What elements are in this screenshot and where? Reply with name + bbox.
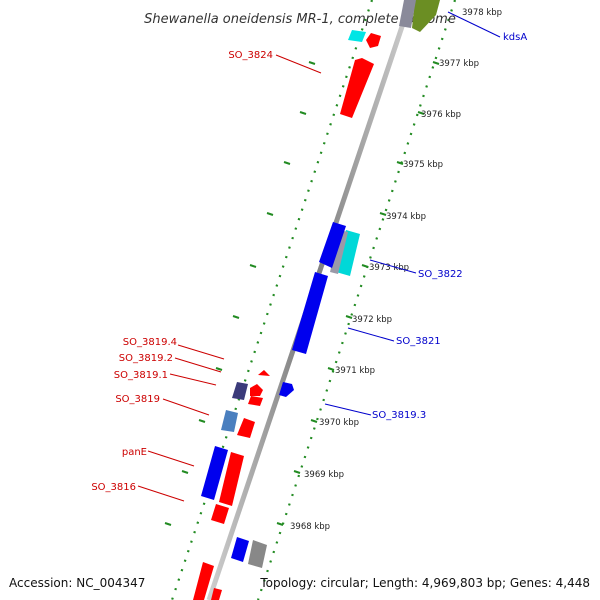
tick-label: 3973 kbp	[369, 263, 409, 273]
gene-so3819-2[interactable]	[250, 384, 263, 396]
tick-labels: 3978 kbp 3977 kbp 3976 kbp 3975 kbp 3974…	[290, 8, 502, 532]
tick-label: 3971 kbp	[335, 366, 375, 376]
gene-label-so3819-1[interactable]: SO_3819.1	[114, 370, 168, 381]
gene-label-so3822[interactable]: SO_3822	[418, 269, 463, 280]
gene-so3819-1[interactable]	[232, 382, 248, 400]
tick-label: 3974 kbp	[386, 212, 426, 222]
genome-title: Shewanella oneidensis MR-1, complete gen…	[144, 12, 456, 27]
topology-text: Topology: circular; Length: 4,969,803 bp…	[259, 576, 590, 590]
tick-label: 3976 kbp	[421, 110, 461, 120]
gene-label-so3824[interactable]: SO_3824	[228, 50, 273, 61]
forward-leaders	[324, 11, 501, 416]
tick-label: 3978 kbp	[462, 8, 502, 18]
gene-panE-red[interactable]	[219, 452, 244, 506]
tick-label: 3977 kbp	[439, 59, 479, 69]
gene-label-so3819-3[interactable]: SO_3819.3	[372, 410, 426, 421]
gene-label-so3821[interactable]: SO_3821	[396, 336, 441, 347]
gene-label-so3816[interactable]: SO_3816	[91, 482, 136, 493]
accession-text: Accession: NC_004347	[9, 576, 145, 590]
gene-so3822[interactable]	[336, 230, 360, 276]
gene-so3821[interactable]	[292, 272, 328, 354]
gene-blue-3968[interactable]	[231, 537, 249, 562]
gene-so3816[interactable]	[211, 504, 229, 524]
gene-so3822-gray[interactable]	[330, 230, 348, 274]
gene-so3824[interactable]	[340, 58, 374, 118]
gene-red-bottom-1[interactable]	[193, 562, 214, 600]
gene-label-so3819-2[interactable]: SO_3819.2	[119, 353, 173, 364]
gene-cyan-top[interactable]	[348, 30, 366, 42]
gene-so3819-3[interactable]	[279, 382, 294, 397]
gene-so3819-4[interactable]	[258, 370, 270, 376]
gene-label-panE[interactable]: panE	[122, 447, 147, 458]
gene-panE-blue[interactable]	[201, 446, 228, 500]
tick-label: 3968 kbp	[290, 522, 330, 532]
reverse-leaders	[137, 54, 322, 502]
gene-forward-gray-top[interactable]	[399, 0, 416, 28]
tick-label: 3969 kbp	[304, 470, 344, 480]
inner-major-ticks	[164, 61, 316, 526]
tick-label: 3970 kbp	[319, 418, 359, 428]
outer-major-ticks	[276, 61, 440, 526]
tick-label: 3972 kbp	[352, 315, 392, 325]
gene-kdsA[interactable]	[412, 0, 440, 32]
gene-label-kdsA[interactable]: kdsA	[503, 32, 527, 43]
ruler-inner	[170, 0, 374, 600]
gene-red-bottom-2[interactable]	[211, 588, 222, 600]
gene-red-top[interactable]	[366, 33, 381, 48]
gene-red-3819b[interactable]	[237, 418, 255, 438]
gene-gray-3968[interactable]	[248, 540, 267, 568]
reverse-genes	[193, 30, 381, 600]
tick-label: 3975 kbp	[403, 160, 443, 170]
gene-so3819[interactable]	[221, 410, 238, 432]
forward-genes	[279, 0, 440, 397]
gene-red-3819-1b[interactable]	[248, 396, 263, 406]
gene-label-so3819[interactable]: SO_3819	[115, 394, 160, 405]
gene-label-so3819-4[interactable]: SO_3819.4	[123, 337, 177, 348]
gene-blue-3974[interactable]	[319, 222, 346, 268]
